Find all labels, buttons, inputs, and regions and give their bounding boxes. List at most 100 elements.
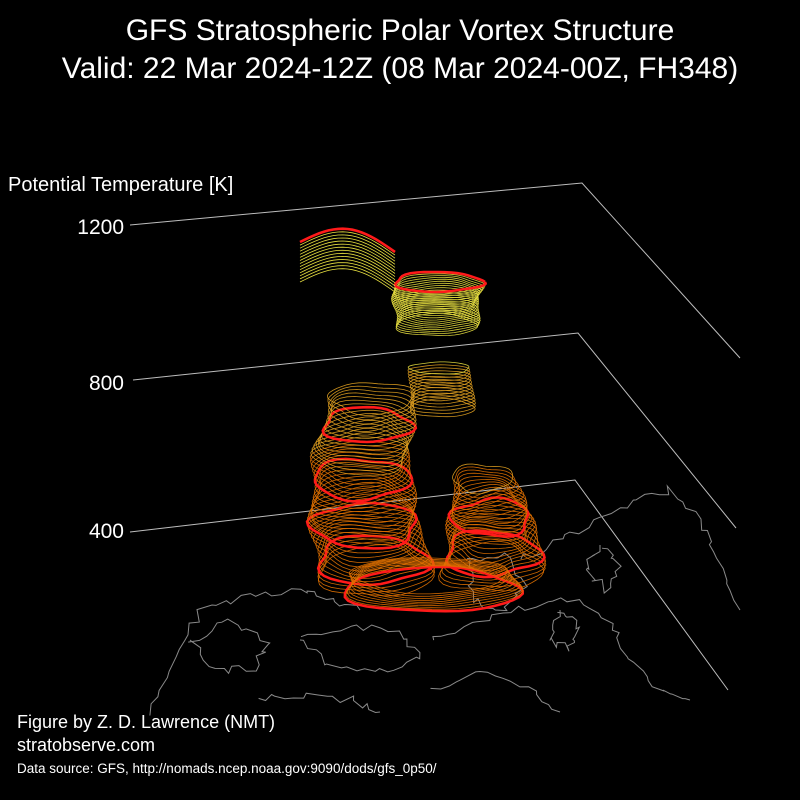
vortex-upper-fragment-ring-10 bbox=[391, 293, 480, 316]
vortex-mid-fragment bbox=[407, 361, 476, 418]
vortex-base-lobe-ring-8 bbox=[349, 558, 510, 597]
vortex-top-arc-7 bbox=[299, 246, 396, 271]
vortex-upper-fragment-ring-11 bbox=[391, 291, 480, 314]
vortex-mid-fragment-ring-13 bbox=[407, 361, 470, 375]
vortex-left-column-ring-4 bbox=[318, 531, 433, 583]
axis-level-2 bbox=[129, 182, 741, 359]
vortex-upper-fragment-ring-15 bbox=[392, 282, 480, 305]
vortex-upper-fragment-ring-4 bbox=[396, 305, 481, 329]
coastline-2 bbox=[299, 624, 421, 673]
vortex-right-column-ring-6 bbox=[448, 523, 541, 572]
vortex-right-column-ring-14 bbox=[447, 496, 530, 538]
vortex-upper-fragment-ring-14 bbox=[391, 284, 479, 308]
vortex-left-column-ring-32 bbox=[313, 427, 408, 468]
axis-level-0 bbox=[129, 479, 729, 691]
coastline-8 bbox=[430, 670, 561, 713]
vortex-top-arc-4 bbox=[299, 255, 396, 281]
coastlines bbox=[149, 484, 741, 716]
vortex-right-column-ring-13 bbox=[446, 500, 531, 541]
coastline-3 bbox=[432, 597, 691, 701]
vortex-top-arc-11 bbox=[299, 234, 396, 259]
coastline-7 bbox=[258, 692, 381, 714]
vortex-left-column-ring-10 bbox=[308, 510, 421, 559]
coastline-9 bbox=[585, 545, 622, 594]
vortex-left-column-ring-13 bbox=[306, 498, 416, 545]
z-tick-800: 800 bbox=[88, 372, 124, 395]
vortex-left-column-ring-12 bbox=[305, 501, 418, 550]
vortex-top-arc-2 bbox=[299, 262, 396, 287]
vortex-base-lobe-ring-0 bbox=[343, 565, 525, 613]
z-tick-1200: 1200 bbox=[77, 216, 124, 239]
vortex-top-arc bbox=[299, 227, 396, 293]
vortex-right-column-ring-10 bbox=[445, 512, 536, 555]
vortex-left-column bbox=[305, 382, 436, 597]
vortex-left-column-ring-29 bbox=[309, 440, 410, 481]
vortex-top-arc-0 bbox=[299, 268, 396, 293]
z-tick-400: 400 bbox=[88, 520, 124, 543]
vortex-base-lobe-ring-7 bbox=[350, 559, 512, 599]
vortex-upper-fragment-ring-16 bbox=[393, 280, 481, 303]
vortex-mid-fragment-ring-10 bbox=[407, 370, 471, 385]
vortex-left-column-ring-20 bbox=[311, 472, 418, 516]
vortex-top-arc-1 bbox=[299, 265, 396, 290]
vortex-top-arc-5 bbox=[299, 252, 396, 277]
vortex-left-column-ring-41 bbox=[327, 396, 416, 433]
vortex-left-column-ring-26 bbox=[312, 451, 411, 494]
vortex-left-column-ring-27 bbox=[310, 448, 411, 490]
vortex-mid-fragment-ring-11 bbox=[407, 367, 471, 382]
vortex-top-arc-8 bbox=[299, 243, 396, 268]
vortex-left-column-ring-19 bbox=[311, 475, 418, 520]
vortex-top-arc-9 bbox=[299, 240, 396, 265]
vortex-left-column-ring-31 bbox=[311, 432, 408, 472]
vortex-left-column-ring-9 bbox=[310, 514, 422, 563]
vortex-left-column-ring-25 bbox=[313, 455, 411, 499]
vortex-right-column bbox=[438, 463, 547, 592]
vortex-left-column-ring-3 bbox=[316, 534, 436, 587]
vortex-right-column-ring-25 bbox=[452, 463, 514, 495]
vortex-left-column-ring-43 bbox=[327, 389, 415, 425]
vortex-right-column-ring-23 bbox=[453, 469, 520, 502]
vortex-right-column-ring-18 bbox=[451, 483, 528, 520]
vortex-left-column-ring-42 bbox=[328, 392, 415, 429]
subtitle: Valid: 22 Mar 2024-12Z (08 Mar 2024-00Z,… bbox=[61, 52, 739, 85]
vortex-left-column-ring-17 bbox=[311, 481, 415, 528]
data-source: Data source: GFS, http://nomads.ncep.noa… bbox=[17, 761, 437, 776]
vortex-top-arc-3 bbox=[299, 259, 396, 284]
vortex-right-column-ring-7 bbox=[448, 521, 538, 568]
coastline-1 bbox=[188, 618, 271, 675]
vortex-right-column-ring-12 bbox=[445, 505, 533, 545]
vortex-upper-fragment-ring-18 bbox=[393, 276, 484, 299]
vortex-left-column-ring-8 bbox=[313, 517, 423, 568]
vortex-left-column-ring-22 bbox=[313, 465, 417, 509]
vortex-top-arc-13 bbox=[299, 227, 396, 254]
vortex-base-lobe bbox=[343, 557, 525, 613]
vortex-top-arc-12 bbox=[299, 231, 396, 256]
vortex-left-column-ring-15 bbox=[309, 489, 414, 537]
vortex-left-column-ring-14 bbox=[308, 493, 414, 541]
vortex-upper-fragment-ring-21 bbox=[393, 270, 488, 294]
vortex-right-column-ring-20 bbox=[452, 478, 527, 512]
vortex-right-column-ring-24 bbox=[453, 466, 516, 499]
title: GFS Stratospheric Polar Vortex Structure bbox=[125, 14, 675, 47]
axis-level-1 bbox=[132, 332, 737, 529]
vortex-top-arc-6 bbox=[299, 249, 396, 274]
vortex-mid-fragment-ring-1 bbox=[409, 395, 476, 414]
vortex-upper-fragment bbox=[390, 270, 488, 337]
vortex-left-column-ring-45 bbox=[326, 382, 415, 416]
vortex-left-column-ring-33 bbox=[315, 423, 409, 464]
vortex-right-column-ring-17 bbox=[451, 486, 528, 525]
axis-frame bbox=[129, 182, 741, 691]
credit: Figure by Z. D. Lawrence (NMT) stratobse… bbox=[17, 711, 275, 757]
vortex-right-column-ring-9 bbox=[446, 515, 537, 559]
vortex-top-arc-10 bbox=[299, 237, 396, 262]
vortex-left-column-ring-1 bbox=[317, 541, 436, 593]
coastline-6 bbox=[549, 609, 581, 652]
vortex-upper-fragment-ring-20 bbox=[394, 273, 486, 295]
z-axis-label: Potential Temperature [K] bbox=[8, 174, 234, 196]
vortex-isosurface bbox=[299, 227, 547, 613]
vortex-base-lobe-ring-9 bbox=[349, 557, 508, 595]
vortex-left-column-ring-44 bbox=[327, 385, 415, 421]
vortex-right-column-ring-22 bbox=[453, 472, 523, 506]
